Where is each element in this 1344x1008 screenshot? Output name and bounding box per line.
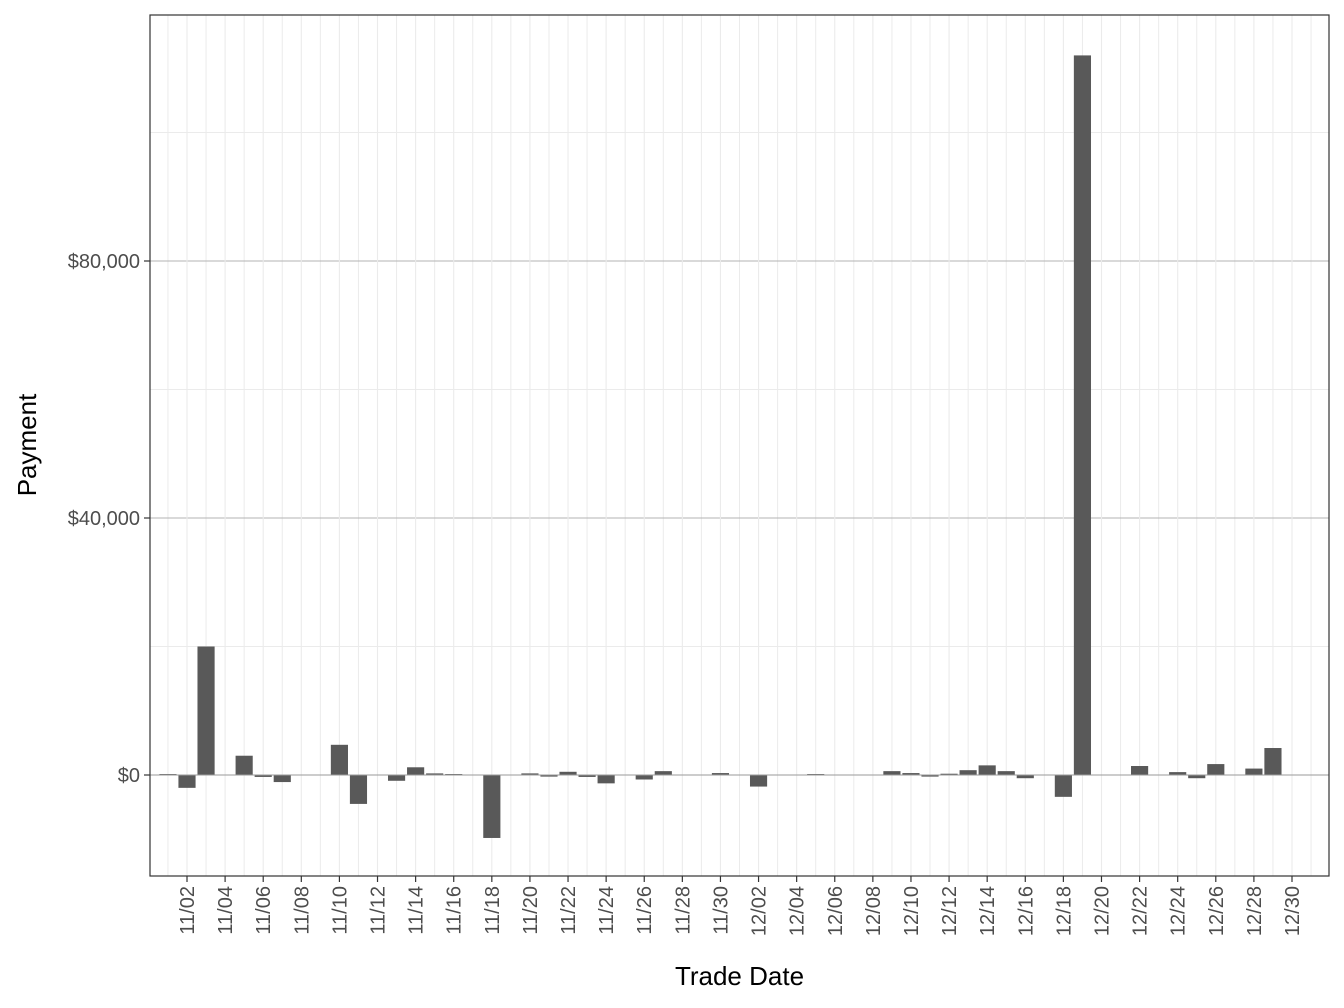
- bar: [426, 773, 444, 775]
- bar: [597, 775, 615, 784]
- x-tick-label: 11/08: [291, 886, 313, 935]
- bar: [1054, 775, 1072, 797]
- x-axis-title: Trade Date: [675, 961, 804, 991]
- bar: [521, 773, 539, 775]
- y-tick-label: $40,000: [68, 508, 140, 530]
- x-tick-label: 11/02: [177, 886, 199, 935]
- y-tick-label: $80,000: [68, 251, 140, 273]
- y-tick-label: $0: [118, 765, 140, 787]
- x-tick-label: 12/30: [1282, 886, 1304, 936]
- bar: [1188, 775, 1206, 779]
- x-tick-label: 12/26: [1206, 886, 1228, 936]
- x-tick-label: 12/14: [977, 886, 999, 936]
- x-tick-label: 12/22: [1130, 886, 1152, 936]
- bar: [387, 775, 406, 781]
- bar: [197, 646, 215, 775]
- x-tick-label: 12/18: [1053, 886, 1075, 936]
- x-tick-label: 11/04: [215, 886, 237, 935]
- bar: [349, 775, 368, 804]
- x-tick-label: 12/16: [1015, 886, 1037, 936]
- bar: [1016, 775, 1034, 779]
- y-axis-title: Payment: [12, 393, 42, 496]
- y-axis: $0 $40,000 $80,000: [68, 251, 150, 787]
- bar: [559, 771, 577, 775]
- x-tick-label: 12/24: [1168, 886, 1190, 936]
- bar: [1073, 55, 1092, 775]
- bar: [578, 775, 596, 777]
- bar: [1131, 766, 1149, 775]
- bar: [235, 755, 253, 775]
- bar: [883, 771, 901, 775]
- x-tick-label: 12/10: [901, 886, 923, 936]
- bar: [540, 775, 558, 777]
- x-tick-label: 11/22: [558, 886, 580, 935]
- bar: [178, 775, 196, 788]
- bar: [407, 767, 425, 775]
- bar: [978, 765, 996, 775]
- x-tick-label: 11/14: [406, 886, 428, 935]
- x-tick-label: 12/12: [939, 886, 961, 936]
- x-tick-label: 12/06: [825, 886, 847, 936]
- bar: [749, 775, 768, 787]
- x-tick-label: 11/24: [596, 886, 618, 935]
- bar: [902, 773, 920, 775]
- bar: [330, 744, 348, 775]
- x-tick-label: 12/04: [787, 886, 809, 936]
- bar: [711, 773, 730, 775]
- x-tick-label: 11/30: [710, 886, 732, 935]
- minor-gridlines: [150, 15, 1329, 876]
- x-tick-label: 12/08: [863, 886, 885, 936]
- x-tick-label: 12/02: [749, 886, 771, 936]
- x-tick-label: 11/18: [482, 886, 504, 935]
- bar: [273, 775, 291, 783]
- bar: [940, 773, 958, 775]
- x-tick-label: 11/12: [368, 886, 390, 935]
- x-axis: 11/02 11/04 11/06 11/08 11/10 11/12 11/14 11/16…: [177, 876, 1304, 936]
- bar: [483, 775, 501, 838]
- x-tick-label: 11/20: [520, 886, 542, 935]
- bar: [1245, 768, 1263, 775]
- bar: [959, 770, 977, 775]
- x-tick-label: 12/28: [1244, 886, 1266, 936]
- x-tick-label: 12/20: [1091, 886, 1113, 936]
- x-tick-label: 11/10: [329, 886, 351, 935]
- x-tick-label: 11/26: [634, 886, 656, 935]
- x-tick-label: 11/28: [672, 886, 694, 935]
- bar: [1264, 748, 1282, 775]
- bar: [997, 771, 1015, 775]
- bar: [254, 775, 272, 777]
- x-tick-label: 11/06: [253, 886, 275, 935]
- bar: [921, 775, 939, 777]
- bar: [635, 775, 653, 780]
- x-tick-label: 11/16: [444, 886, 466, 935]
- bar: [654, 771, 672, 775]
- bar: [1207, 764, 1225, 775]
- bars-group: [159, 55, 1282, 838]
- plot-border: [149, 14, 1330, 877]
- bar: [1169, 772, 1187, 775]
